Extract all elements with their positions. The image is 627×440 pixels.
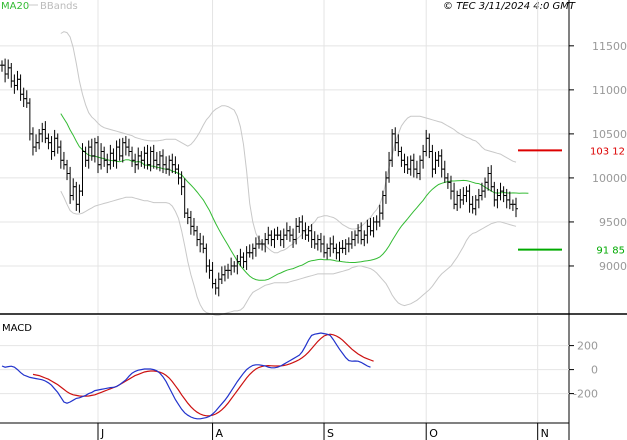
macd-lines <box>1 332 374 420</box>
macd-signal-line <box>32 333 374 417</box>
macd-y-tick-label: -200 <box>573 388 598 401</box>
legend-bbands: BBands <box>40 1 78 12</box>
x-tick-label: N <box>541 427 549 440</box>
price-y-tick-label: 10500 <box>592 128 627 141</box>
macd-y-tick-label: 0 <box>591 364 598 377</box>
price-y-tick-label: 9000 <box>599 260 627 273</box>
macd-panel: 200 0 -200 <box>0 316 598 423</box>
price-grid <box>0 0 569 314</box>
resistance-label: 103 12 <box>590 146 625 157</box>
macd-y-tick-label: 200 <box>577 340 598 353</box>
bbands-upper-line <box>60 31 517 254</box>
price-panel: 103 12 91 85 11500 11000 10500 10000 9500 9000 <box>0 0 627 316</box>
macd-grid <box>0 316 569 423</box>
bbands-lower-line <box>60 190 517 316</box>
legend-ma20: MA20 <box>1 1 29 12</box>
x-tick-label: J <box>100 427 104 440</box>
bollinger-bands <box>60 31 517 316</box>
legend: MA20 BBands <box>1 1 78 12</box>
x-tick-label: S <box>327 427 334 440</box>
price-levels: 103 12 91 85 <box>518 146 625 257</box>
x-tick-label: O <box>429 427 438 440</box>
price-y-axis: 11500 11000 10500 10000 9500 9000 <box>569 40 627 273</box>
price-y-tick-label: 9500 <box>599 216 627 229</box>
price-y-tick-label: 10000 <box>592 172 627 185</box>
macd-y-axis: 200 0 -200 <box>569 340 598 401</box>
support-label: 91 85 <box>596 246 625 257</box>
macd-line <box>1 332 371 420</box>
x-tick-label: A <box>216 427 224 440</box>
macd-title: MACD <box>2 323 32 334</box>
price-y-tick-label: 11500 <box>592 40 627 53</box>
price-bars <box>0 58 518 297</box>
copyright-text: © TEC 3/11/2024 4:0 GMT <box>443 1 576 12</box>
price-y-tick-label: 11000 <box>592 84 627 97</box>
